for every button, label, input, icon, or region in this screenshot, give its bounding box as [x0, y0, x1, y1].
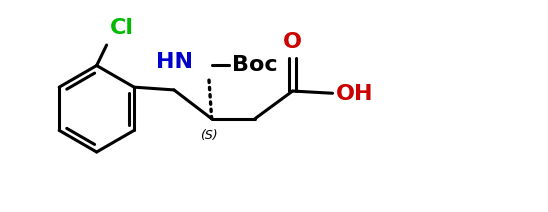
Text: Cl: Cl	[110, 18, 133, 38]
Text: HN: HN	[156, 52, 193, 72]
Text: O: O	[283, 32, 302, 52]
Text: OH: OH	[336, 84, 373, 104]
Text: (S): (S)	[200, 129, 218, 142]
Text: Boc: Boc	[232, 55, 278, 75]
